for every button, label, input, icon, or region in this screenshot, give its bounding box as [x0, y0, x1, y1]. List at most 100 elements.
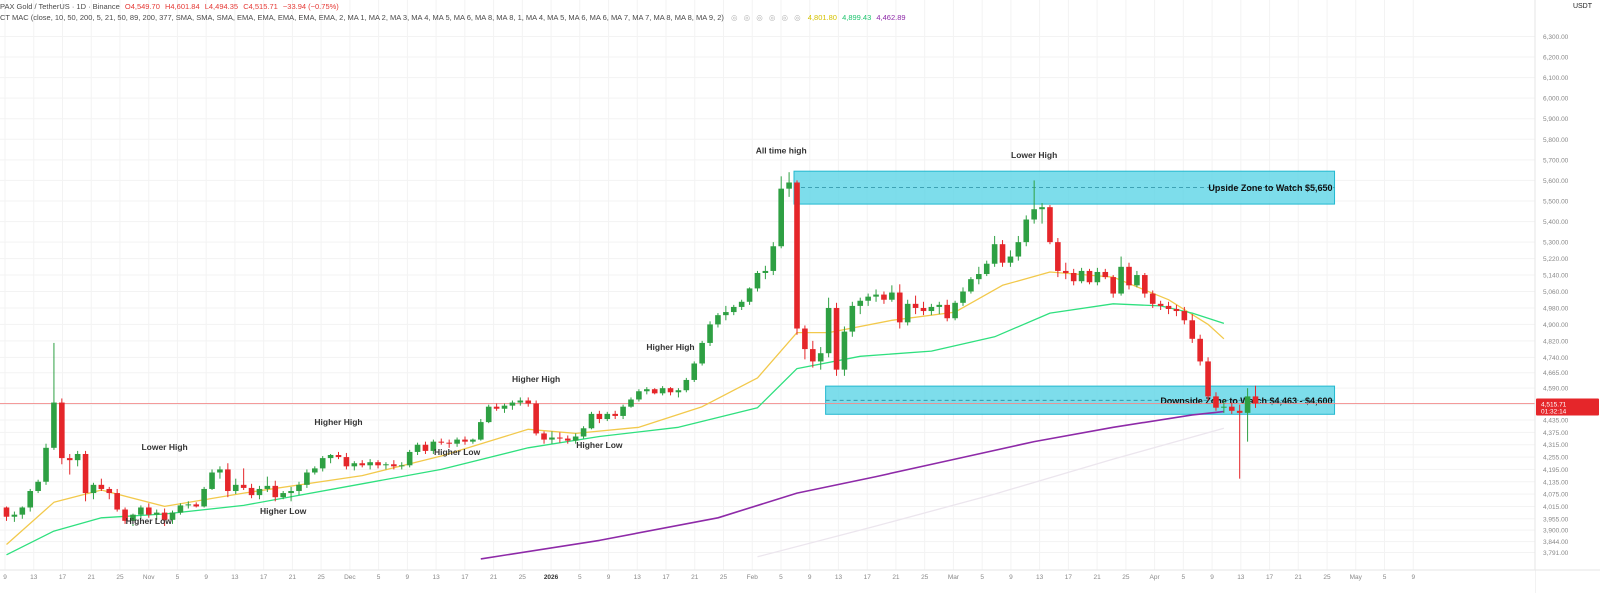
annotation-label: Higher Low: [434, 447, 481, 457]
candle-body: [43, 447, 49, 482]
candle: [375, 460, 381, 469]
candle: [169, 510, 176, 524]
candle: [351, 461, 358, 471]
candle-body: [1189, 320, 1196, 339]
candle: [857, 297, 864, 315]
indicator-settings-icon[interactable]: ◎ ◎ ◎ ◎ ◎ ◎: [731, 13, 803, 22]
price-tick-label: 4,980.00: [1543, 305, 1569, 312]
candle-body: [1244, 396, 1251, 413]
candle: [960, 287, 966, 306]
candle-body: [596, 413, 603, 420]
time-tick-label: 5: [1182, 574, 1186, 581]
candle: [936, 301, 943, 315]
candle: [462, 436, 468, 445]
candle-body: [707, 324, 713, 343]
candle-body: [983, 263, 990, 275]
indicator-label[interactable]: CT MAC (close, 10, 50, 200, 5, 21, 50, 8…: [0, 13, 724, 22]
time-axis-bg: [0, 570, 1535, 593]
candle-body: [770, 246, 777, 271]
ma-value-1: 4,801.80: [807, 13, 837, 22]
candle-body: [3, 507, 10, 517]
currency-label[interactable]: USDT: [1572, 3, 1592, 10]
time-tick-label: 5: [377, 574, 381, 581]
candle: [35, 479, 41, 494]
candle: [1110, 275, 1116, 298]
candle: [454, 437, 460, 447]
candle-body: [351, 463, 358, 467]
candle-body: [217, 469, 223, 473]
candle: [770, 242, 777, 276]
candle-body: [256, 488, 263, 496]
candle-body: [304, 472, 310, 485]
candle-body: [1023, 219, 1030, 243]
candle-body: [438, 441, 445, 443]
time-tick-label: 5: [980, 574, 984, 581]
candle: [130, 513, 136, 526]
candle-body: [620, 406, 626, 416]
candle-body: [999, 244, 1006, 263]
candle: [541, 431, 547, 444]
candle: [983, 260, 990, 277]
candle: [327, 453, 334, 464]
candle: [817, 347, 824, 370]
candle-body: [485, 406, 492, 423]
price-tick-label: 5,900.00: [1543, 116, 1569, 123]
candle: [1244, 388, 1251, 442]
candle: [264, 476, 271, 493]
candle-body: [1102, 271, 1109, 278]
legend-line-indicator[interactable]: CT MAC (close, 10, 50, 200, 5, 21, 50, 8…: [0, 12, 906, 23]
candle-body: [628, 399, 634, 407]
candle: [976, 266, 982, 285]
candle-body: [288, 491, 294, 494]
candle-body: [810, 349, 816, 362]
time-tick-label: 17: [1065, 574, 1073, 581]
candle: [557, 432, 563, 443]
time-tick-label: 21: [88, 574, 96, 581]
candle-body: [478, 422, 484, 440]
candle: [1221, 400, 1227, 413]
candle-body: [462, 439, 468, 442]
candle-body: [1007, 256, 1014, 263]
candle: [98, 478, 105, 492]
candle: [319, 456, 326, 472]
candle: [383, 462, 389, 470]
price-tick-label: 4,900.00: [1543, 322, 1569, 329]
price-axis-bg: [1535, 0, 1600, 593]
candle: [604, 411, 611, 422]
price-badge-bg: [1536, 398, 1599, 416]
time-tick-label: 5: [578, 574, 582, 581]
annotation-label: Higher Low: [126, 516, 173, 526]
candle-body: [786, 182, 792, 189]
candle: [904, 299, 911, 326]
candle-body: [564, 438, 571, 441]
candle: [691, 361, 698, 382]
candle: [896, 284, 903, 329]
candle: [588, 411, 595, 430]
candle: [794, 180, 800, 335]
candle: [991, 235, 998, 267]
time-tick-label: 9: [1411, 574, 1415, 581]
candle-body: [738, 301, 745, 307]
candle: [414, 442, 421, 456]
price-tick-label: 5,140.00: [1543, 273, 1569, 280]
price-tick-label: 4,315.00: [1543, 442, 1569, 449]
candle: [612, 410, 618, 420]
time-tick-label: 21: [289, 574, 297, 581]
candle-body: [90, 484, 97, 494]
candle-body: [169, 512, 176, 520]
candle: [762, 265, 769, 280]
candle-body: [59, 402, 65, 459]
price-tick-label: 6,000.00: [1543, 96, 1569, 103]
candle-body: [841, 331, 848, 370]
candle-body: [446, 442, 452, 444]
candle: [232, 478, 239, 495]
candle: [43, 443, 49, 485]
candle-body: [375, 462, 381, 466]
candle-body: [391, 464, 397, 467]
candle-body: [82, 453, 89, 494]
candle: [644, 387, 650, 395]
candle-body: [549, 437, 555, 440]
price-tick-label: 5,400.00: [1543, 219, 1569, 226]
candle: [715, 313, 721, 328]
